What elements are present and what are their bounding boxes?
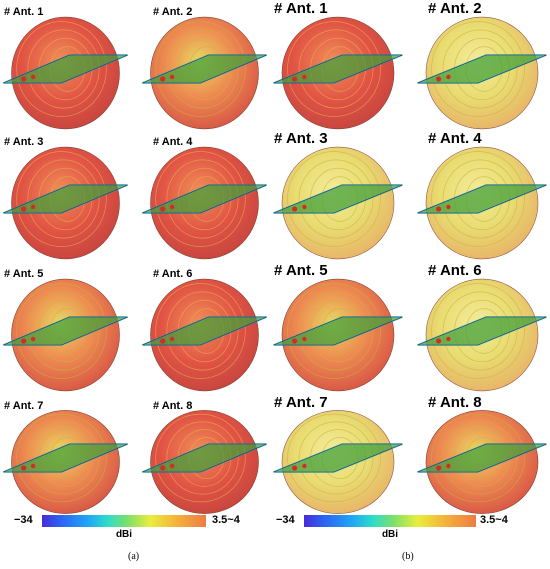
radiation-pattern <box>142 16 267 130</box>
antenna-cell-a7: # Ant. 7 <box>0 394 135 514</box>
colorbar-unit-label: dBi <box>115 529 133 540</box>
radiation-pattern <box>417 16 547 130</box>
antenna-cell-b8: # Ant. 8 <box>410 394 550 514</box>
colorbar-max-label: 3.5~4 <box>480 514 508 526</box>
antenna-cell-b4: # Ant. 4 <box>410 130 550 260</box>
antenna-label: # Ant. 4 <box>153 136 193 148</box>
antenna-label: # Ant. 7 <box>4 400 44 412</box>
antenna-cell-a4: # Ant. 4 <box>135 130 270 260</box>
antenna-cell-a2: # Ant. 2 <box>135 0 270 130</box>
radiation-pattern <box>3 278 128 392</box>
antenna-cell-a1: # Ant. 1 <box>0 0 135 130</box>
radiation-pattern <box>273 146 403 260</box>
antenna-cell-a5: # Ant. 5 <box>0 262 135 392</box>
panel-a: # Ant. 1 # Ant. 2 # Ant. 3 # Ant. 4 # An… <box>0 0 270 562</box>
antenna-label: # Ant. 5 <box>4 268 44 280</box>
antenna-cell-a3: # Ant. 3 <box>0 130 135 260</box>
radiation-pattern <box>417 278 547 392</box>
antenna-cell-b5: # Ant. 5 <box>270 262 410 392</box>
radiation-pattern <box>3 16 128 130</box>
antenna-label: # Ant. 1 <box>274 0 328 17</box>
antenna-label: # Ant. 2 <box>428 0 482 17</box>
colorbar-gradient <box>304 515 476 527</box>
antenna-cell-b3: # Ant. 3 <box>270 130 410 260</box>
antenna-label: # Ant. 7 <box>274 394 328 411</box>
radiation-pattern <box>417 146 547 260</box>
colorbar-gradient <box>42 515 206 527</box>
radiation-pattern <box>142 410 267 514</box>
colorbar-min-label: −34 <box>14 514 33 526</box>
radiation-pattern <box>417 410 547 514</box>
antenna-label: # Ant. 3 <box>274 130 328 147</box>
antenna-label: # Ant. 6 <box>153 268 193 280</box>
antenna-label: # Ant. 8 <box>428 394 482 411</box>
antenna-label: # Ant. 1 <box>4 6 44 18</box>
radiation-pattern <box>273 16 403 130</box>
radiation-pattern <box>142 146 267 260</box>
antenna-label: # Ant. 4 <box>428 130 482 147</box>
panel-caption-b: (b) <box>402 551 414 562</box>
antenna-label: # Ant. 2 <box>153 6 193 18</box>
antenna-cell-a6: # Ant. 6 <box>135 262 270 392</box>
colorbar-min-label: −34 <box>276 514 295 526</box>
antenna-label: # Ant. 5 <box>274 262 328 279</box>
antenna-cell-b7: # Ant. 7 <box>270 394 410 514</box>
colorbar-unit-label: dBi <box>381 529 399 540</box>
colorbar-a: −34 3.5~4 dBi <box>14 514 240 540</box>
panel-caption-a: (a) <box>128 551 140 562</box>
antenna-cell-a8: # Ant. 8 <box>135 394 270 514</box>
radiation-pattern <box>273 410 403 514</box>
antenna-cell-b1: # Ant. 1 <box>270 0 410 130</box>
antenna-label: # Ant. 3 <box>4 136 44 148</box>
panel-b: # Ant. 1 # Ant. 2 # Ant. 3 # Ant. 4 # An… <box>270 0 550 562</box>
antenna-label: # Ant. 8 <box>153 400 193 412</box>
radiation-pattern <box>3 146 128 260</box>
colorbar-b: −34 3.5~4 dBi <box>276 514 508 540</box>
radiation-pattern <box>142 278 267 392</box>
radiation-pattern <box>3 410 128 514</box>
colorbar-max-label: 3.5~4 <box>212 514 240 526</box>
antenna-cell-b6: # Ant. 6 <box>410 262 550 392</box>
radiation-pattern <box>273 278 403 392</box>
antenna-cell-b2: # Ant. 2 <box>410 0 550 130</box>
antenna-label: # Ant. 6 <box>428 262 482 279</box>
